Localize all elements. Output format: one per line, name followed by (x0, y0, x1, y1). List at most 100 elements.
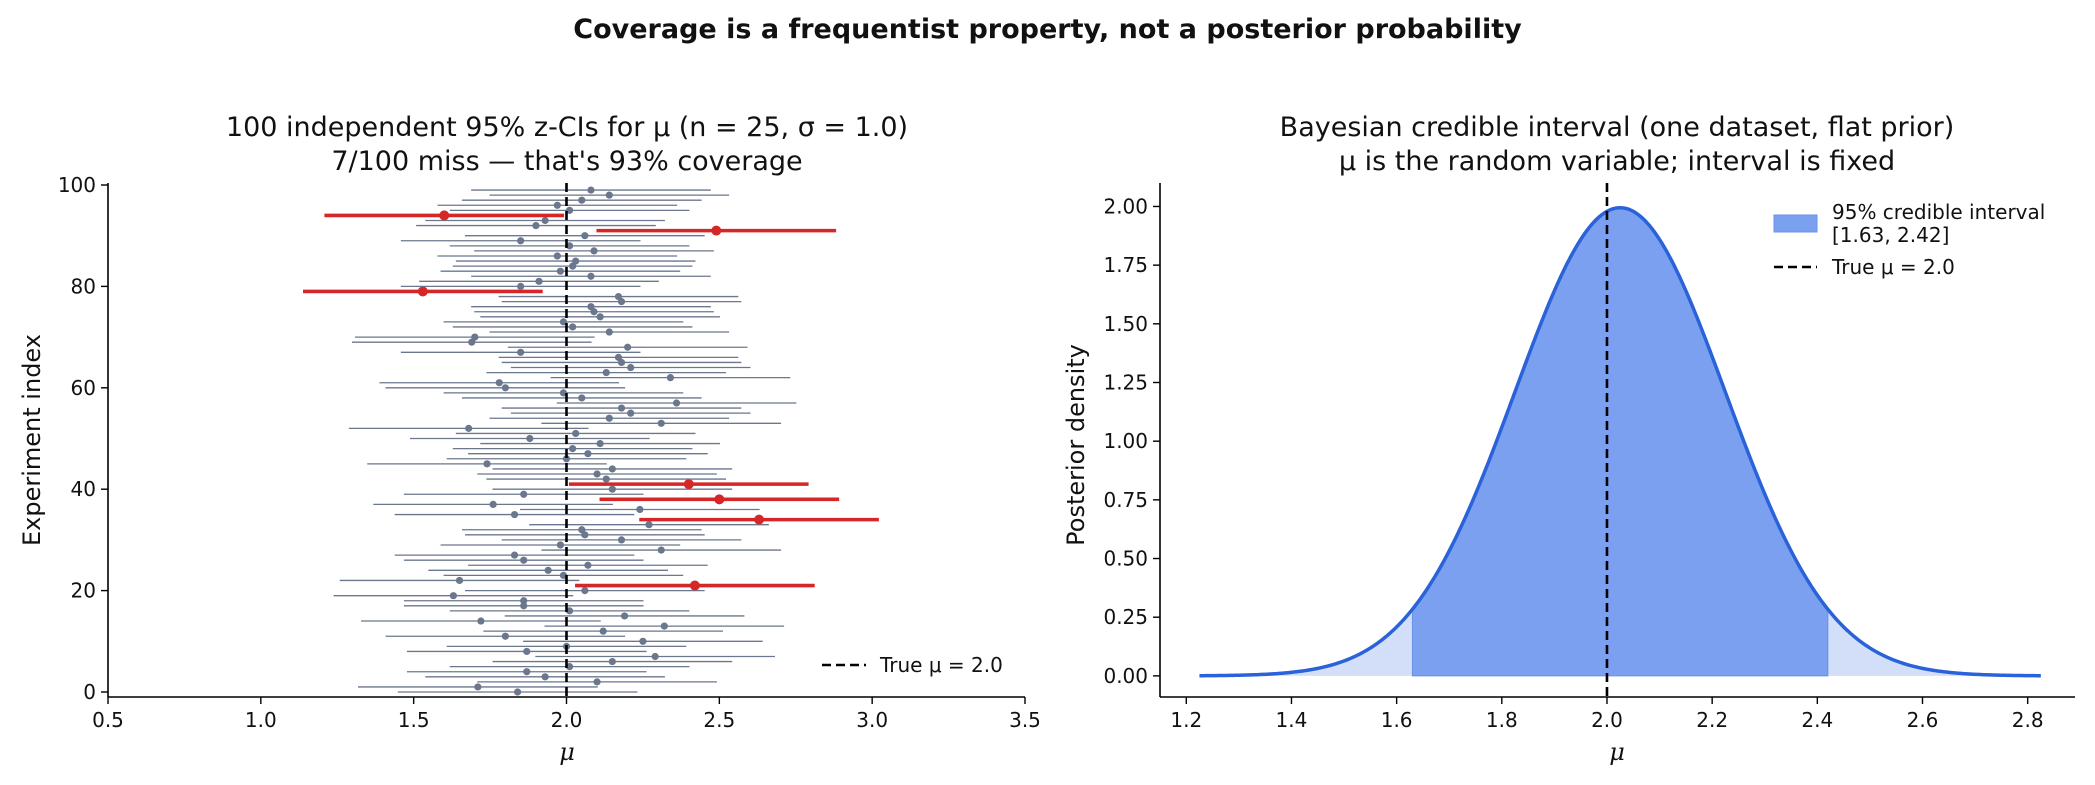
left-x-tick-label: 2.0 (551, 708, 583, 732)
left-ci-point (513, 688, 522, 696)
left-x-tick-label: 3.0 (856, 708, 888, 732)
right-x-tick-label: 1.2 (1170, 708, 1202, 732)
left-ci-point (651, 652, 659, 661)
left-ci-point (666, 374, 675, 382)
left-chart-title: 100 independent 95% z-CIs for μ (n = 25,… (226, 112, 908, 143)
left-ci-point (605, 414, 613, 422)
left-ci-point (608, 465, 616, 473)
left-ci-point (587, 186, 595, 194)
right-x-tick-label: 2.4 (1801, 708, 1833, 732)
left-ci-point (471, 333, 479, 341)
left-ci-point (608, 485, 616, 493)
left-ci-point (489, 500, 497, 509)
left-ci-point (541, 673, 549, 681)
left-ci-point (645, 521, 653, 529)
right-x-tick-label: 2.6 (1907, 708, 1939, 732)
left-ci-point (520, 490, 528, 498)
right-x-tick-label: 2.8 (2012, 708, 2044, 732)
right-posterior-curve (1199, 205, 2041, 678)
left-ci-point (520, 597, 528, 605)
left-y-tick-label: 0 (83, 680, 96, 704)
right-y-tick-label: 0.00 (1103, 664, 1148, 688)
right-chart: Bayesian credible interval (one dataset,… (1062, 112, 2075, 766)
left-ci-point (572, 429, 580, 438)
left-ci-point (474, 683, 482, 691)
right-credible-interval-area (1411, 207, 1829, 677)
figure-suptitle: Coverage is a frequentist property, not … (573, 14, 1522, 45)
left-ci-point (660, 622, 668, 630)
left-ci-point (657, 419, 665, 427)
left-ci-point (657, 546, 665, 554)
left-ci-point (569, 445, 577, 453)
left-x-tick-label: 1.5 (398, 708, 430, 732)
left-ci-point (544, 566, 552, 574)
right-y-axis-label: Posterior density (1062, 344, 1090, 546)
left-legend-true-mu-label: True μ = 2.0 (879, 653, 1003, 677)
left-ci-miss-point (683, 479, 694, 490)
left-x-tick-label: 2.5 (703, 708, 735, 732)
left-ci-point (639, 637, 647, 645)
left-ci-point (572, 257, 580, 265)
left-y-tick-label: 40 (71, 477, 96, 501)
right-legend-interval-range: [1.63, 2.42] (1832, 223, 1949, 247)
left-ci-point (501, 384, 509, 392)
left-ci-miss-point (711, 225, 722, 236)
right-y-tick-label: 0.25 (1103, 605, 1148, 629)
left-ci-point (602, 475, 610, 483)
left-ci-point (532, 221, 540, 230)
left-x-tick-label: 0.5 (92, 708, 124, 732)
right-x-tick-label: 1.8 (1486, 708, 1518, 732)
right-legend: 95% credible interval [1.63, 2.42] True … (1773, 200, 2045, 279)
left-ci-point (599, 627, 607, 635)
right-x-tick-label: 2.0 (1591, 708, 1623, 732)
left-ci-point (553, 201, 561, 209)
right-x-tick-label: 1.4 (1276, 708, 1308, 732)
left-ci-point (477, 617, 485, 625)
left-ci-point (584, 450, 592, 458)
left-ci-point (578, 526, 586, 534)
left-ci-point (614, 353, 623, 361)
right-x-tick-label: 1.6 (1381, 708, 1413, 732)
right-y-tick-label: 0.50 (1103, 547, 1148, 571)
right-y-tick-label: 1.50 (1103, 312, 1148, 336)
left-ci-point (627, 409, 635, 417)
left-ci-point (617, 404, 626, 412)
left-ci-point (483, 460, 491, 468)
left-ci-point (620, 612, 629, 620)
left-chart: 100 independent 95% z-CIs for μ (n = 25,… (18, 112, 1041, 766)
left-y-axis-label: Experiment index (18, 334, 46, 546)
right-x-tick-label: 2.2 (1696, 708, 1728, 732)
left-ci-point (587, 272, 595, 280)
right-x-axis-label: μ (1609, 738, 1625, 766)
right-legend-interval-swatch (1773, 214, 1818, 233)
right-legend-true-mu-label: True μ = 2.0 (1831, 255, 1955, 279)
left-ci-point (495, 379, 503, 387)
left-y-tick-label: 80 (71, 274, 96, 298)
left-ci-point (581, 587, 589, 595)
left-ci-miss-point (417, 286, 428, 297)
left-ci-point (520, 556, 528, 564)
left-ci-point (627, 363, 635, 372)
left-errorbars (303, 186, 879, 696)
left-ci-point (523, 647, 531, 656)
left-ci-miss-point (754, 514, 765, 525)
left-y-tick-label: 100 (58, 173, 96, 197)
left-chart-subtitle: 7/100 miss — that's 93% coverage (331, 146, 802, 177)
left-ci-point (602, 368, 610, 377)
right-chart-subtitle: μ is the random variable; interval is fi… (1339, 146, 1895, 177)
left-ci-point (517, 282, 525, 290)
right-y-tick-label: 1.00 (1103, 429, 1148, 453)
left-ci-point (569, 323, 577, 331)
left-ci-point (584, 561, 592, 569)
left-ci-point (455, 576, 464, 585)
left-ci-point (465, 424, 473, 432)
left-y-tick-label: 20 (71, 579, 96, 603)
left-ci-point (449, 592, 458, 600)
left-ci-point (593, 470, 601, 478)
left-ci-point (590, 247, 598, 255)
left-ci-point (624, 343, 632, 351)
left-ci-point (605, 328, 613, 336)
left-ci-point (520, 602, 528, 610)
left-y-tick-label: 60 (71, 376, 96, 400)
